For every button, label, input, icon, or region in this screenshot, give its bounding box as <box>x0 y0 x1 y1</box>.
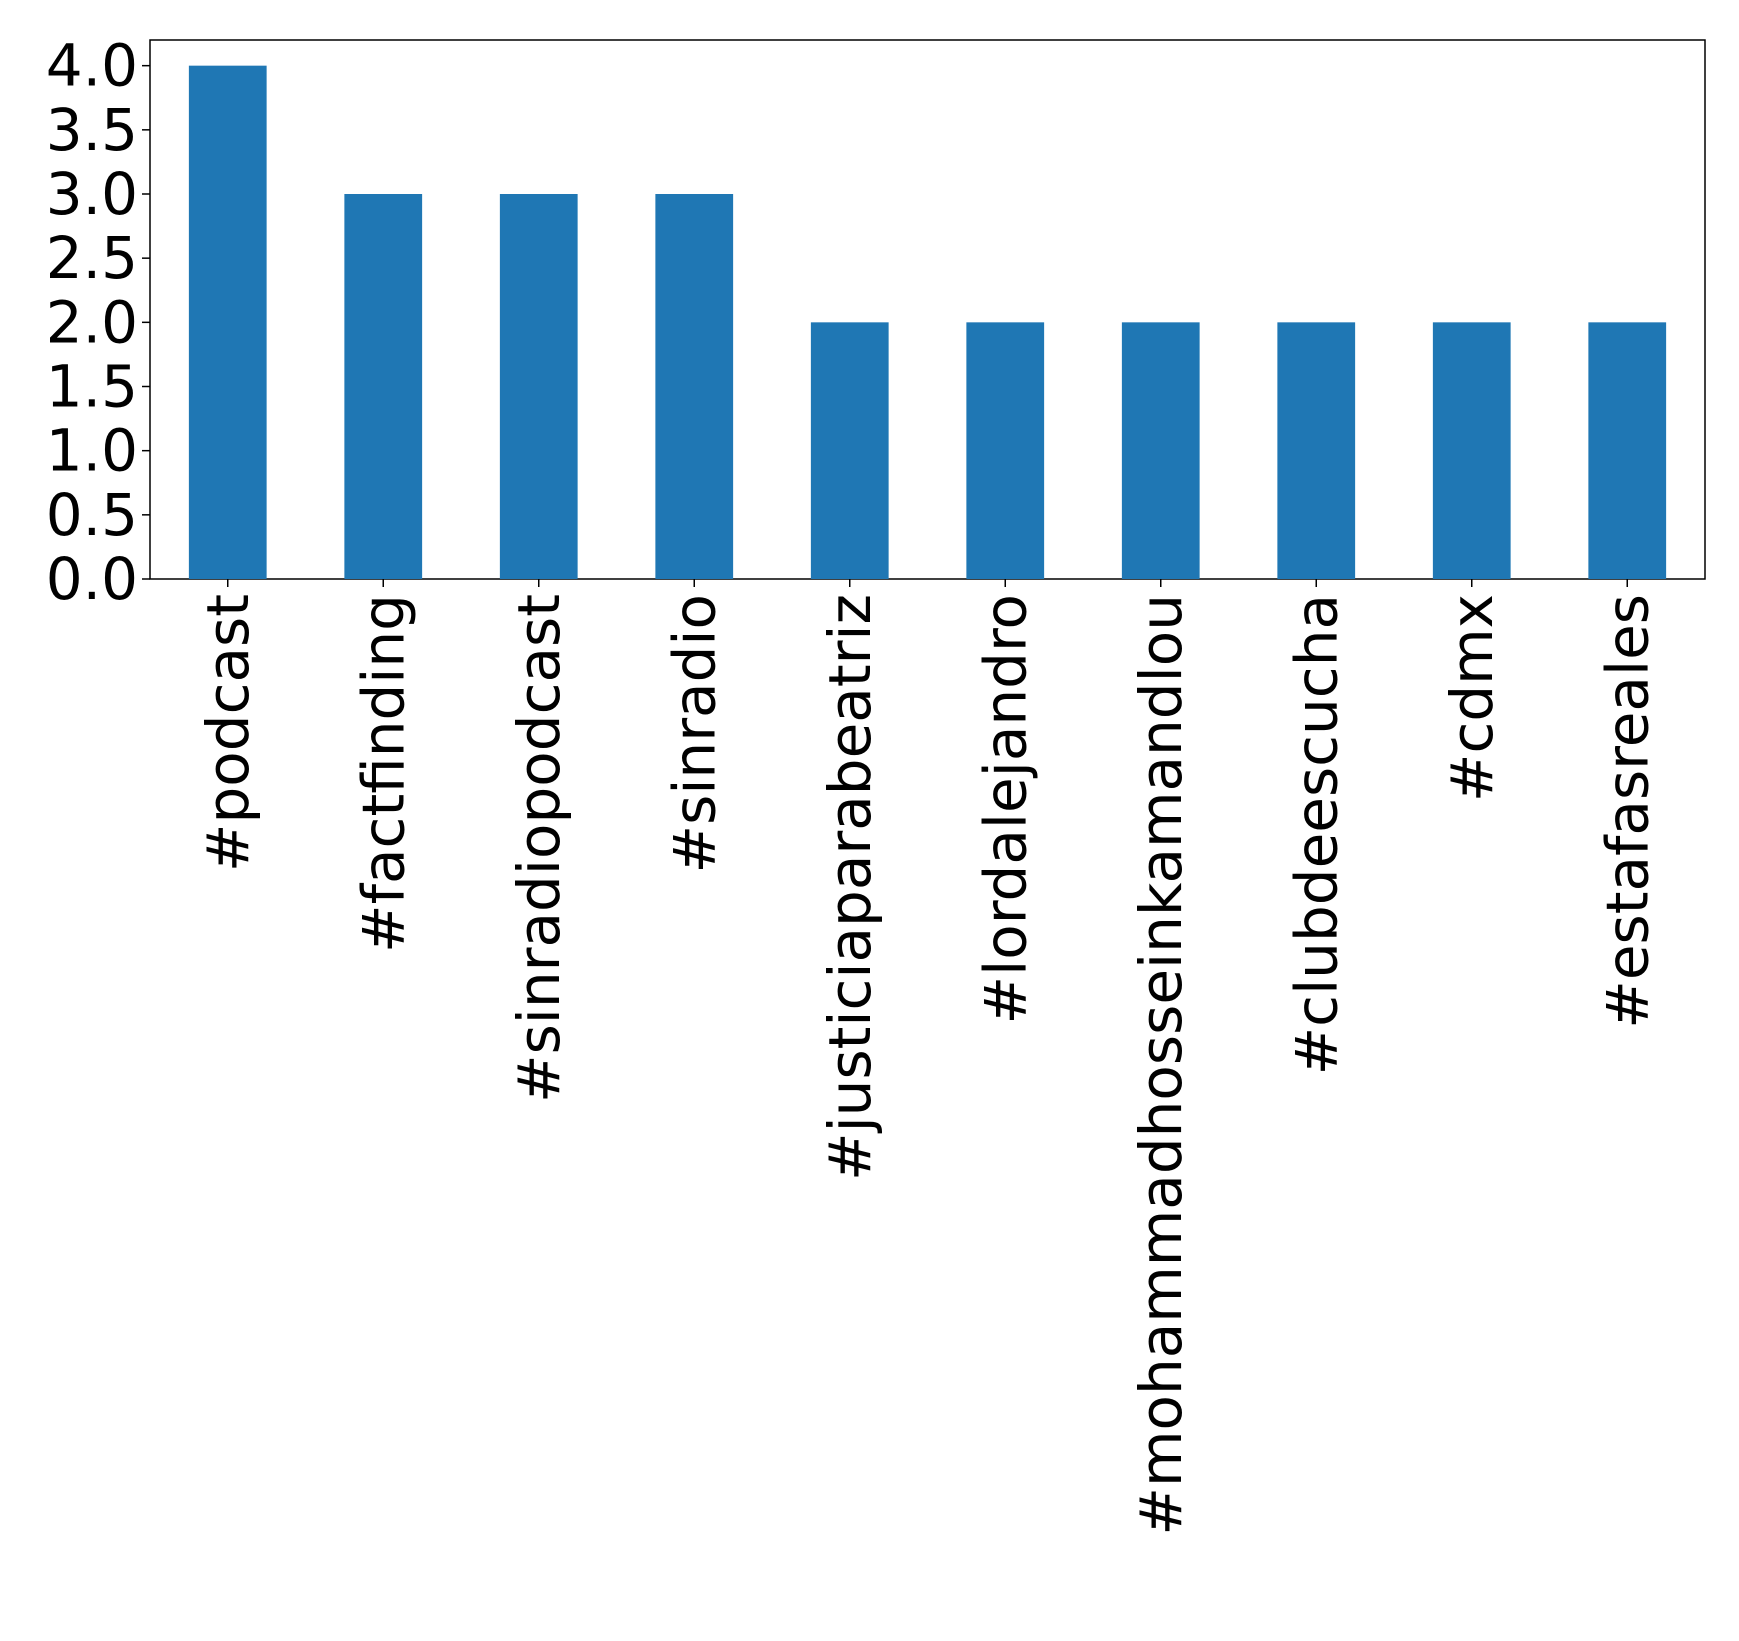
bar <box>1588 322 1667 579</box>
y-tick-label: 1.5 <box>46 353 138 421</box>
x-tick-label: #sinradiopodcast <box>505 594 573 1103</box>
y-tick-label: 2.5 <box>46 224 138 292</box>
bar <box>810 322 889 579</box>
bar <box>499 194 578 579</box>
y-tick-label: 2.0 <box>46 288 138 356</box>
y-axis: 0.00.51.01.52.02.53.03.54.0 <box>46 32 150 613</box>
y-tick-label: 3.0 <box>46 160 138 228</box>
bar <box>655 194 734 579</box>
x-tick-label: #justiciaparabeatriz <box>816 594 884 1181</box>
bars-group <box>188 65 1667 579</box>
y-tick-label: 4.0 <box>46 32 138 100</box>
bar <box>344 194 423 579</box>
x-axis: #podcast #factfinding #sinradiopodcast #sin… <box>194 579 1661 1536</box>
bar <box>966 322 1045 579</box>
x-tick-label: #lordalejandro <box>971 594 1039 1024</box>
x-tick-label: #mohammadhosseinkamandlou <box>1127 594 1195 1536</box>
x-tick-label: #estafasreales <box>1593 594 1661 1029</box>
plot-frame <box>149 39 1706 580</box>
bar <box>1432 322 1511 579</box>
x-tick-label: #sinradio <box>660 594 728 874</box>
x-tick-label: #factfinding <box>349 594 417 953</box>
y-tick-label: 0.5 <box>46 481 138 549</box>
bar <box>1277 322 1356 579</box>
x-tick-label: #clubdeescucha <box>1282 594 1350 1075</box>
bar <box>188 65 267 579</box>
bar <box>1121 322 1200 579</box>
y-tick-label: 0.0 <box>46 545 138 613</box>
y-tick-label: 1.0 <box>46 417 138 485</box>
x-tick-label: #cdmx <box>1438 594 1506 802</box>
y-tick-label: 3.5 <box>46 96 138 164</box>
x-tick-label: #podcast <box>194 594 262 872</box>
